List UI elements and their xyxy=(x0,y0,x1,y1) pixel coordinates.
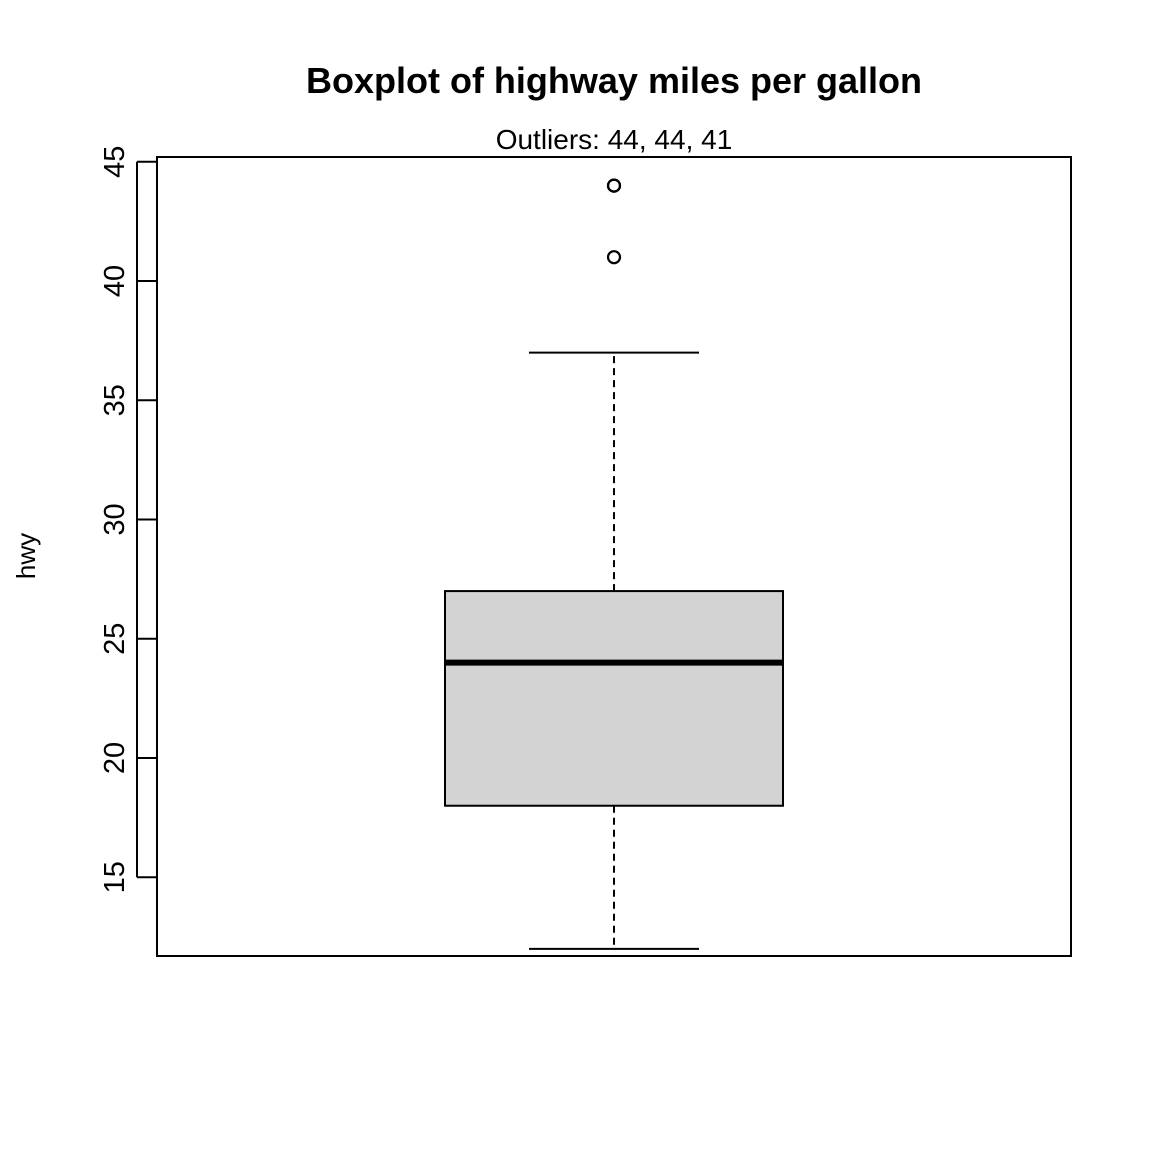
y-tick-label: 40 xyxy=(99,265,131,297)
y-tick-label: 20 xyxy=(99,742,131,774)
y-tick-label: 45 xyxy=(99,146,131,178)
chart-subtitle: Outliers: 44, 44, 41 xyxy=(496,124,733,155)
outliers xyxy=(606,178,622,265)
y-tick-label: 30 xyxy=(99,503,131,535)
y-axis: 15 20 25 30 35 40 45 xyxy=(99,146,157,893)
y-tick-label: 25 xyxy=(99,623,131,655)
y-tick-label: 15 xyxy=(99,861,131,893)
plot-frame xyxy=(156,156,1072,957)
y-tick-label: 35 xyxy=(99,384,131,416)
chart-title: Boxplot of highway miles per gallon xyxy=(306,60,922,101)
outlier-point xyxy=(606,250,622,265)
interquartile-box xyxy=(444,590,784,807)
boxplot xyxy=(444,351,784,950)
outlier-point xyxy=(606,178,622,193)
y-axis-title: hwy xyxy=(11,533,41,579)
